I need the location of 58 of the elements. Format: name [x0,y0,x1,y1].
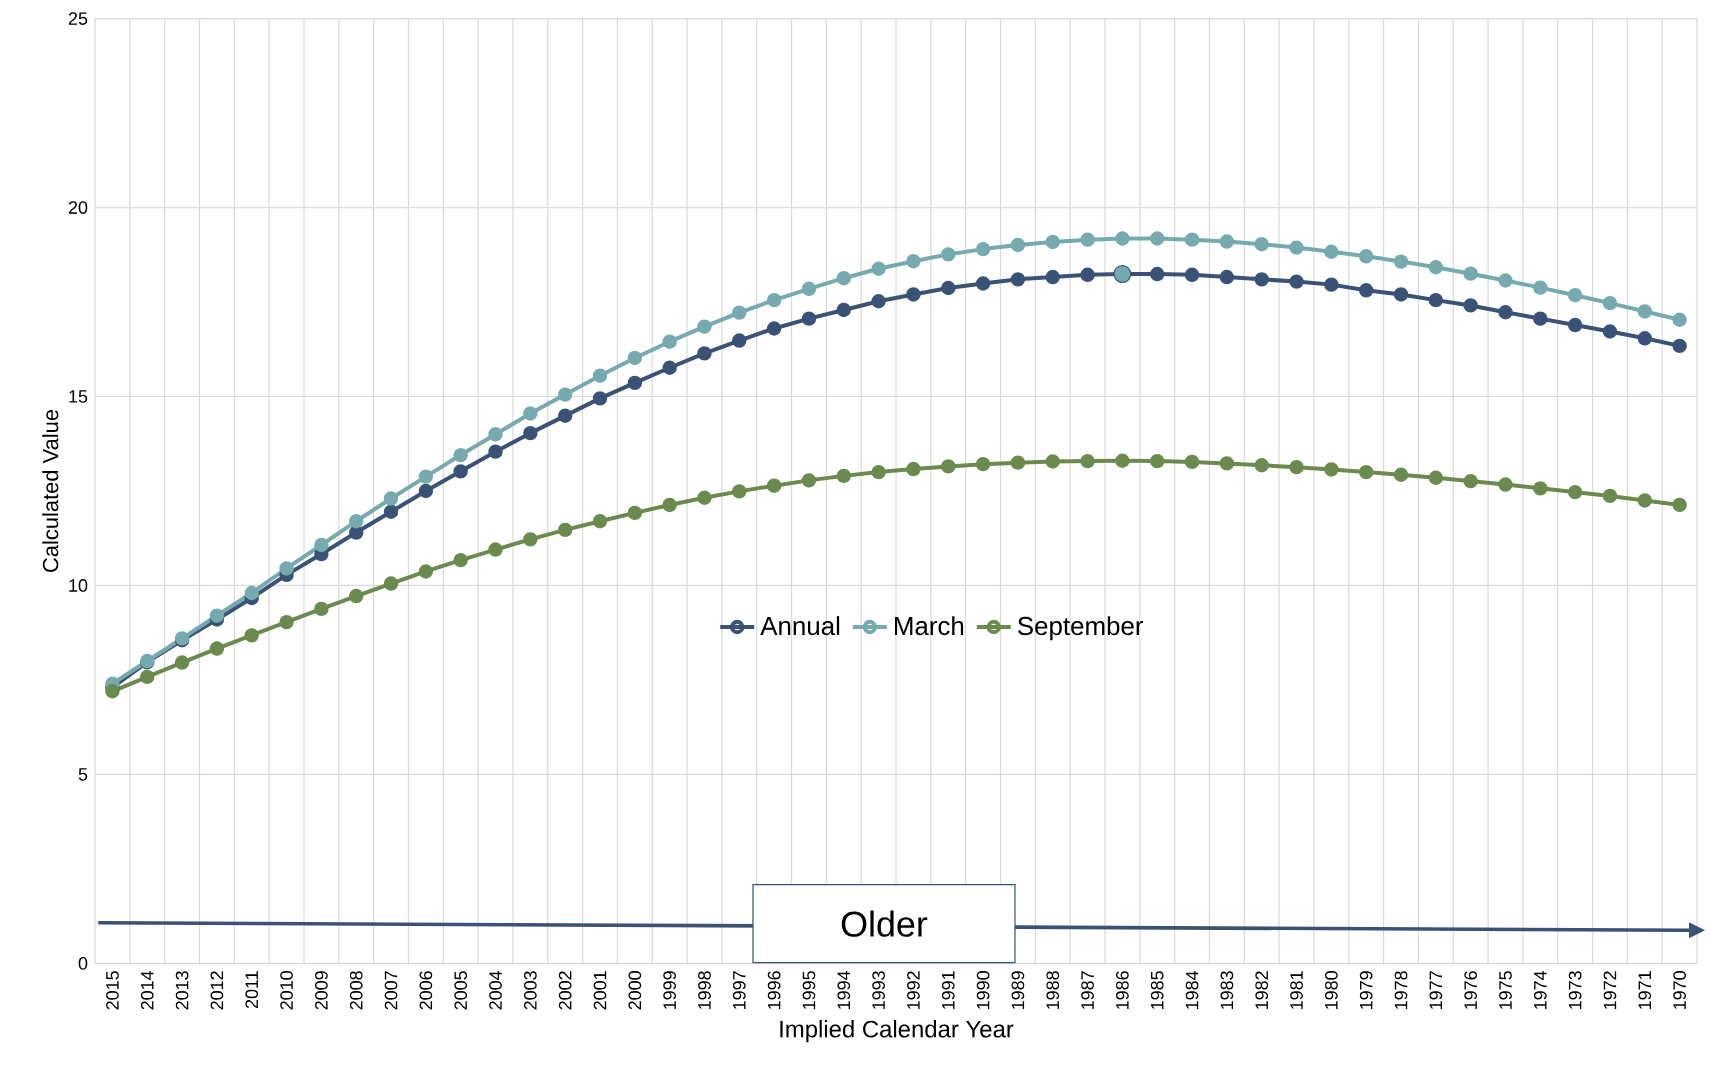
x-tick-label: 1991 [941,971,955,1009]
legend-label: September [1017,616,1144,641]
x-tick-label: 1994 [837,970,851,1009]
x-tick-label: 1995 [802,971,816,1009]
x-tick-label: 1976 [1464,971,1478,1009]
x-tick-label: 1989 [1011,971,1025,1009]
x-axis-title: Implied Calendar Year [780,1020,1014,1043]
x-tick-label: 1992 [907,971,920,1009]
x-tick-label: 1987 [1081,971,1094,1009]
x-tick-label: 1982 [1255,971,1269,1009]
x-tick-label: 1990 [976,971,990,1009]
y-tick-label: 10 [69,579,88,592]
x-tick-label: 1993 [872,971,885,1009]
x-tick-label: 1986 [1116,971,1129,1009]
x-tick-label: 2000 [628,971,642,1010]
x-tick-label: 1998 [698,971,711,1009]
annotation: Older [841,910,928,937]
y-axis-title: Calculated Value [42,409,59,572]
x-tick-label: 1978 [1394,971,1408,1009]
x-tick-label: 2015 [106,971,119,1010]
x-tick-label: 1974 [1533,970,1547,1009]
x-tick-label: 2007 [384,971,398,1010]
x-tick-label: 2001 [593,971,607,1010]
x-tick-label: 1975 [1499,971,1512,1009]
x-tick-label: 1999 [663,971,677,1009]
y-tick-label: 5 [78,768,88,781]
legend-label: March [894,616,964,636]
x-tick-label: 1972 [1603,971,1617,1009]
x-tick-label: 1997 [732,971,746,1009]
x-tick-label: 2014 [140,970,154,1010]
y-tick-label: 20 [68,201,88,214]
x-tick-label: 2005 [454,971,468,1010]
x-tick-label: 1981 [1290,971,1303,1009]
legend-label: Annual [760,616,840,636]
y-tick-label: 15 [69,390,88,403]
y-tick-label: 0 [78,957,88,970]
y-tick-label: 25 [68,12,88,25]
x-tick-label: 2008 [349,971,363,1010]
x-tick-label: 2002 [558,971,572,1010]
x-tick-label: 2010 [280,971,293,1010]
x-tick-label: 2011 [245,971,259,1009]
x-tick-label: 1979 [1359,971,1373,1009]
x-tick-label: 1971 [1638,971,1652,1009]
x-tick-label: 1970 [1673,971,1686,1009]
x-tick-label: 1980 [1324,971,1338,1009]
x-tick-label: 1973 [1568,971,1582,1009]
x-tick-label: 1988 [1046,971,1060,1009]
x-tick-label: 1977 [1429,971,1443,1009]
x-tick-label: 1984 [1185,970,1199,1009]
x-tick-label: 2004 [489,970,502,1010]
x-tick-label: 2006 [419,971,433,1010]
x-tick-label: 2012 [210,971,224,1010]
x-tick-label: 2009 [315,971,328,1010]
x-tick-label: 1983 [1220,971,1234,1009]
x-tick-label: 1985 [1150,971,1164,1009]
x-tick-label: 2013 [175,971,189,1010]
x-tick-label: 1996 [767,971,781,1009]
x-tick-label: 2003 [523,971,537,1010]
